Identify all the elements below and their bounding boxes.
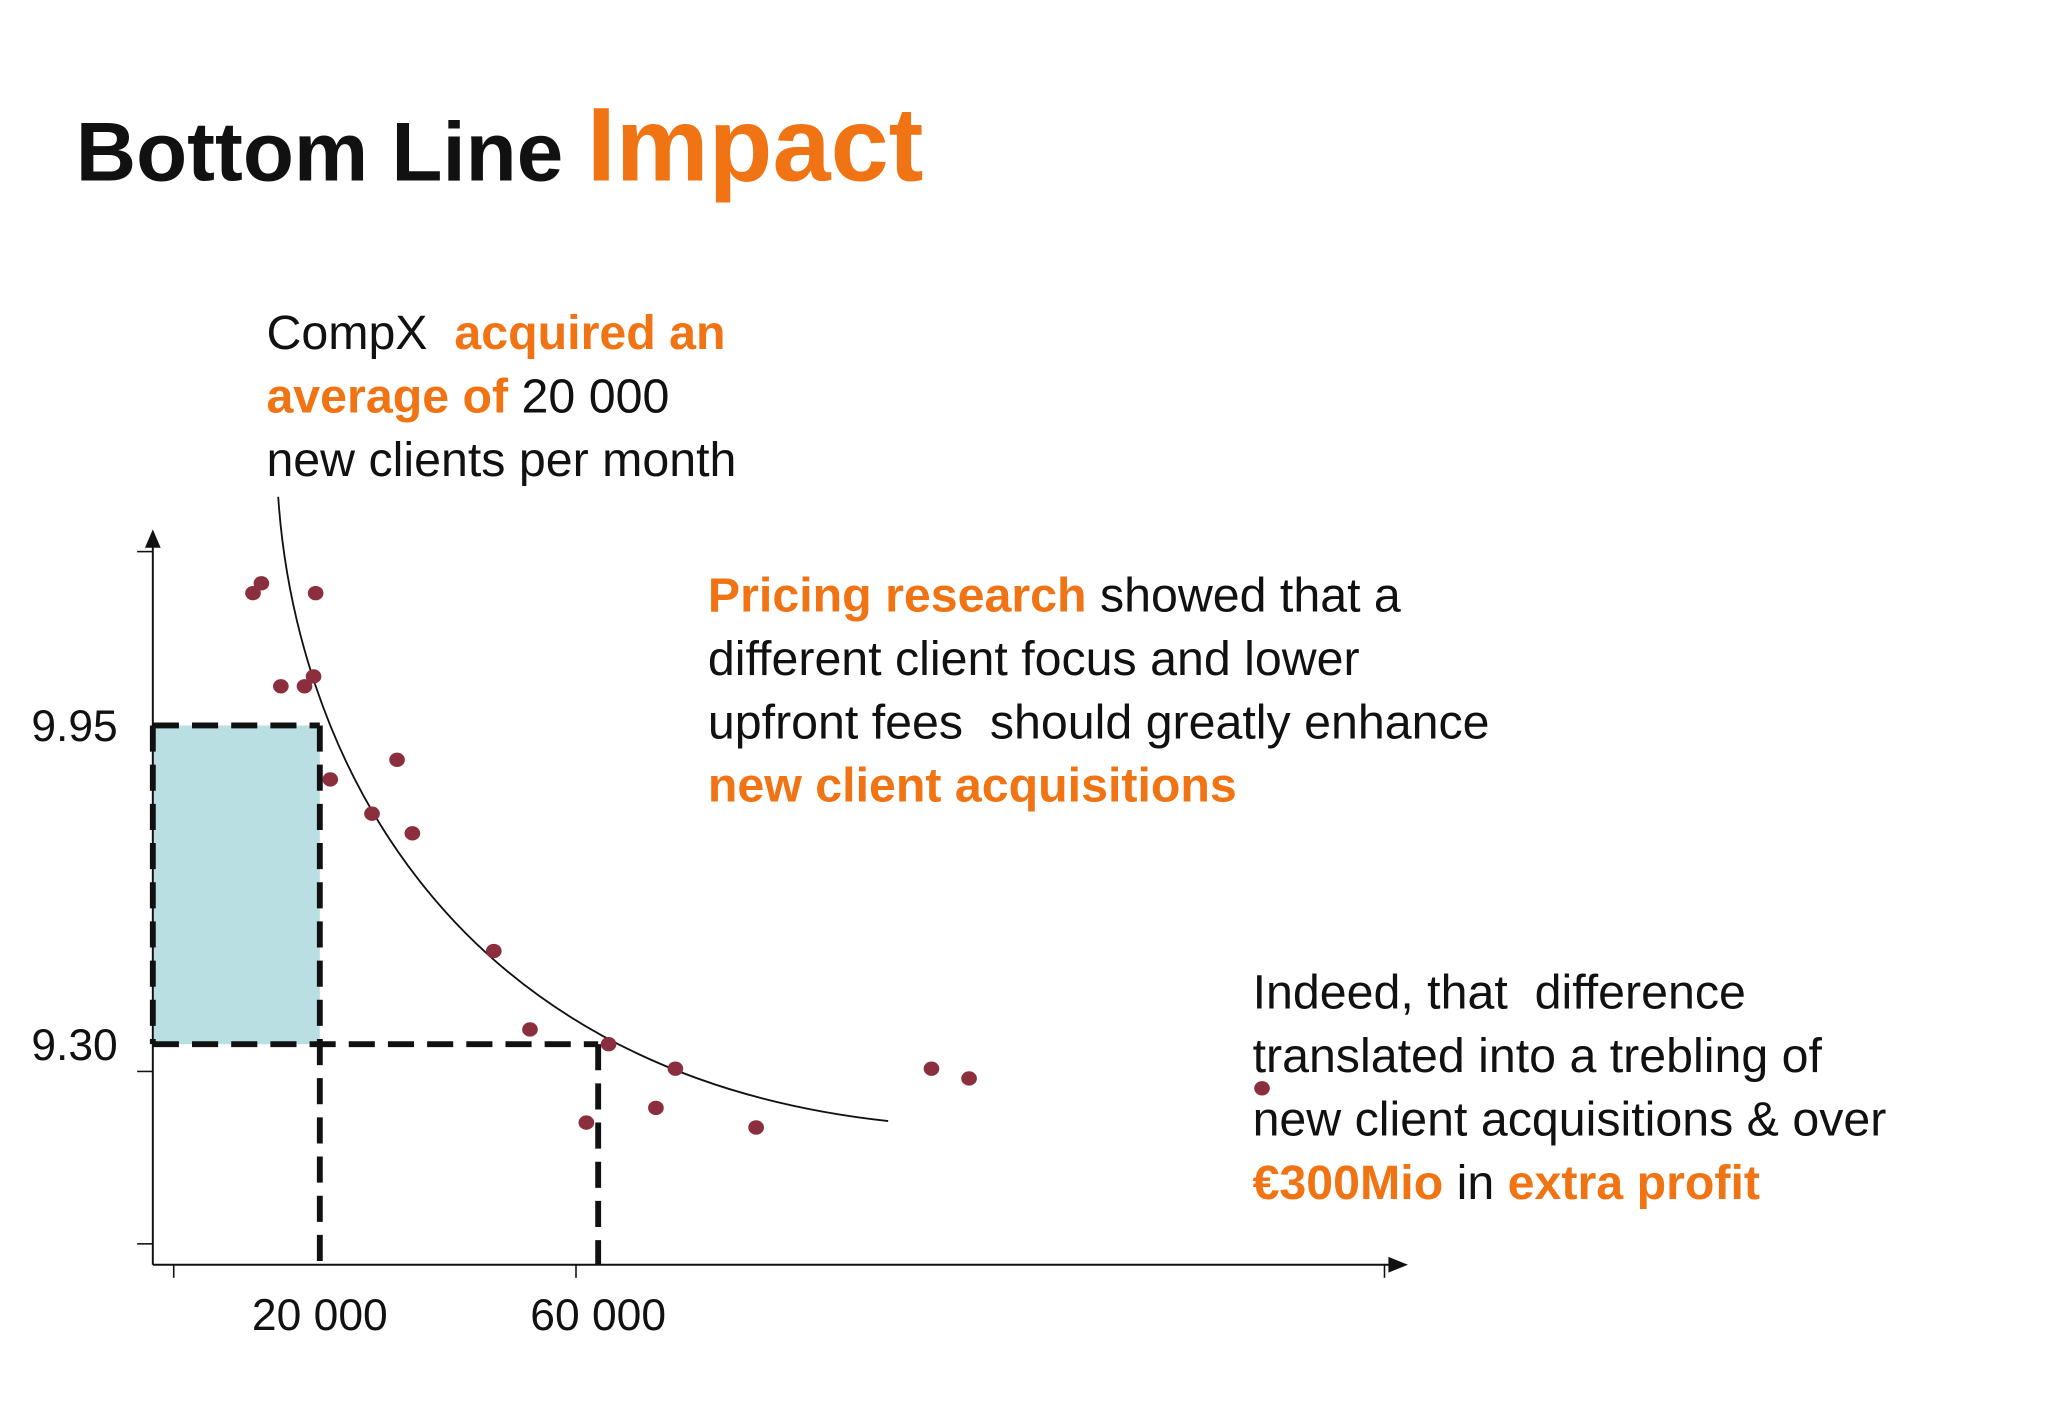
annotation-text: showed that a xyxy=(1087,569,1401,623)
annotation-text: upfront fees should greatly enhance xyxy=(708,695,1490,749)
annotation-text: different client focus and lower xyxy=(708,632,1360,686)
data-point xyxy=(961,1071,977,1086)
annotation-text: extra profit xyxy=(1508,1156,1760,1210)
x-tick-label: 20 000 xyxy=(252,1291,388,1340)
axis-decor xyxy=(137,550,1386,1278)
data-point xyxy=(307,585,324,601)
data-point xyxy=(600,1036,617,1052)
annotation-text: Indeed, that difference xyxy=(1253,966,1746,1020)
annotation-line: new clients per month xyxy=(266,433,736,487)
x-tick-label: 60 000 xyxy=(530,1291,666,1340)
annotation-line: new client acquisitions xyxy=(708,759,1237,813)
shaded-region xyxy=(152,725,320,1045)
x-axis-arrow xyxy=(1388,1256,1408,1273)
annotation-text: 20 000 xyxy=(508,370,669,424)
annotation-text: €300Mio xyxy=(1253,1156,1444,1210)
annotation-text: Pricing research xyxy=(708,569,1087,623)
data-point xyxy=(364,806,380,821)
annotation-text: new clients per month xyxy=(266,433,736,487)
data-point xyxy=(522,1022,538,1037)
annotation-line: upfront fees should greatly enhance xyxy=(708,695,1490,749)
annotation-line: €300Mio in extra profit xyxy=(1253,1156,1760,1210)
y-axis-arrow xyxy=(144,529,161,548)
annotation-text: average of xyxy=(266,370,509,424)
data-point xyxy=(389,752,405,767)
data-point xyxy=(273,679,289,694)
annotation-text: in xyxy=(1443,1156,1507,1210)
annotation-line: new client acquisitions & over xyxy=(1253,1092,1887,1146)
annotation-text: new client acquisitions & over xyxy=(1253,1092,1887,1146)
annotation-text: translated into a trebling of xyxy=(1253,1029,1823,1083)
data-point xyxy=(296,679,313,694)
annotation-text: new client acquisitions xyxy=(708,759,1237,813)
data-point xyxy=(322,772,339,787)
title-text: Bottom Line xyxy=(76,105,563,199)
annotation-text: acquired an xyxy=(454,306,725,360)
data-point xyxy=(1254,1081,1270,1096)
data-point xyxy=(485,943,502,959)
annotation-line: Indeed, that difference xyxy=(1253,966,1746,1020)
y-tick-label: 9.30 xyxy=(31,1021,117,1070)
data-point xyxy=(648,1100,664,1116)
annotation-line: Pricing research showed that a xyxy=(708,569,1401,623)
annotation-line: different client focus and lower xyxy=(708,632,1360,686)
data-point xyxy=(404,826,421,841)
annotation-line: average of 20 000 xyxy=(266,370,669,424)
chart-background xyxy=(149,722,602,1265)
slide-title: Bottom Line Impact xyxy=(76,87,924,204)
annotation-line: CompX acquired an xyxy=(266,306,725,360)
data-point xyxy=(305,669,322,684)
trend-curve xyxy=(277,496,889,1122)
title-emphasis: Impact xyxy=(587,87,924,204)
data-point xyxy=(667,1061,684,1076)
data-point xyxy=(245,585,261,601)
y-tick-label: 9.95 xyxy=(31,702,117,751)
data-point xyxy=(923,1061,940,1076)
annotation-line: translated into a trebling of xyxy=(1253,1029,1823,1083)
data-point xyxy=(578,1115,595,1130)
data-point xyxy=(748,1120,764,1135)
annotation-text: CompX xyxy=(266,306,454,360)
data-point xyxy=(253,576,270,591)
